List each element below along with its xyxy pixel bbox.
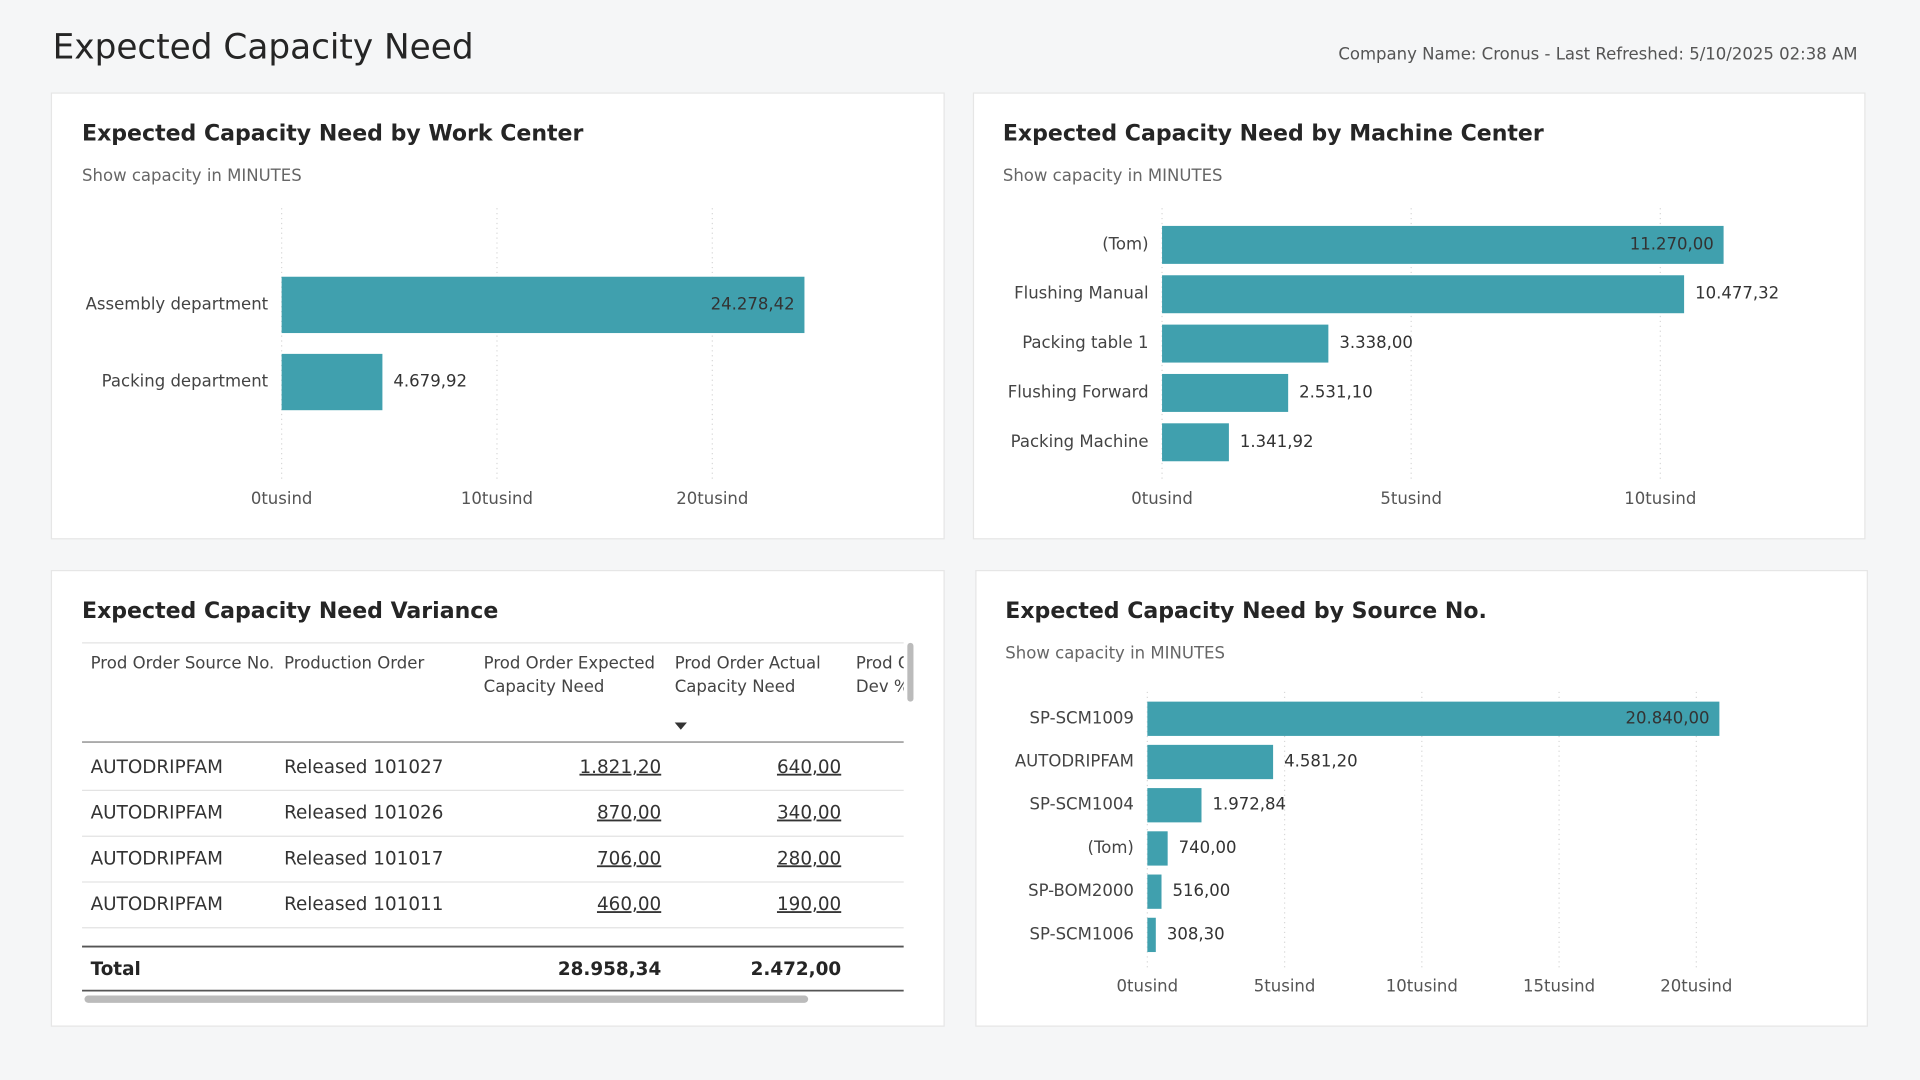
column-header: Production Order: [284, 653, 425, 674]
cell: Released 101017: [284, 848, 443, 869]
cell-link[interactable]: 706,00: [597, 848, 661, 869]
data-label: 10.477,32: [1695, 284, 1779, 303]
column-header-text[interactable]: Prod Order Actual Capacity Need: [674, 653, 821, 697]
page-info: Company Name: Cronus - Last Refreshed: 5…: [1338, 45, 1857, 64]
bar: [1147, 917, 1156, 953]
x-tick-label: 10tusind: [1624, 489, 1696, 508]
cell-link[interactable]: 870,00: [597, 803, 661, 824]
x-tick-label: 5tusind: [1254, 976, 1316, 995]
chart-subtitle: Show capacity in MINUTES: [1003, 166, 1223, 185]
bar: [281, 276, 805, 334]
chart-subtitle: Show capacity in MINUTES: [1005, 643, 1225, 662]
column-header: Prod Order Expected Capacity Need: [483, 653, 656, 697]
data-label: 308,30: [1167, 924, 1225, 943]
data-label: 20.840,00: [1626, 708, 1710, 727]
bar: [1162, 423, 1229, 462]
chart-subtitle: Show capacity in MINUTES: [82, 166, 302, 185]
bar: [1147, 744, 1274, 780]
y-tick-label: (Tom): [1088, 838, 1134, 857]
card: [972, 92, 1866, 540]
cell: AUTODRIPFAM: [91, 894, 223, 915]
cell-link[interactable]: 460,00: [597, 894, 661, 915]
x-tick-label: 0tusind: [251, 489, 313, 508]
bar: [1162, 373, 1289, 412]
bar: [1147, 788, 1202, 823]
y-tick-label: AUTODRIPFAM: [1015, 752, 1134, 771]
x-tick-label: 5tusind: [1380, 489, 1442, 508]
chart-title: Expected Capacity Need by Work Center: [82, 122, 583, 147]
cell: AUTODRIPFAM: [91, 848, 223, 869]
data-label: 1.972,84: [1213, 795, 1287, 814]
column-header: Prod Order Source No.: [90, 653, 275, 674]
column-header-text[interactable]: Prod Order Source No.: [90, 653, 275, 674]
x-tick-label: 0tusind: [1131, 489, 1193, 508]
column-header-text[interactable]: Prod Order Expected Capacity Need: [483, 653, 656, 697]
cell: Released 101027: [284, 757, 443, 778]
y-tick-label: Packing Machine: [1011, 432, 1149, 451]
cell-link[interactable]: 1.821,20: [579, 757, 661, 778]
cell-link[interactable]: 340,00: [777, 803, 841, 824]
column-header: Prod Order Actual Capacity Need: [674, 653, 821, 697]
total-cell: 28.958,34: [558, 959, 661, 980]
table-title: Expected Capacity Need Variance: [82, 599, 498, 624]
data-label: 4.679,92: [393, 372, 467, 391]
x-tick-label: 20tusind: [1660, 976, 1732, 995]
data-label: 2.531,10: [1299, 382, 1373, 401]
y-tick-label: Flushing Manual: [1014, 284, 1148, 303]
cell: AUTODRIPFAM: [91, 803, 223, 824]
bar: [1162, 324, 1329, 363]
total-cell: Total: [91, 959, 141, 980]
column-header: Prod Order Capacity Dev %: [855, 653, 904, 697]
card: [50, 570, 945, 1027]
card: [975, 570, 1868, 1027]
y-tick-label: SP-SCM1004: [1030, 795, 1134, 814]
data-label: 740,00: [1179, 838, 1237, 857]
bar: [1162, 225, 1724, 264]
scrollbar-vertical[interactable]: [907, 642, 914, 702]
bar: [1147, 874, 1162, 909]
y-tick-label: Assembly department: [86, 294, 269, 313]
chart-title: Expected Capacity Need by Source No.: [1005, 599, 1487, 624]
sort-indicator: [674, 722, 687, 730]
cell: AUTODRIPFAM: [91, 757, 223, 778]
y-tick-label: SP-SCM1006: [1030, 924, 1134, 943]
scrollbar-horizontal[interactable]: [84, 995, 809, 1003]
y-tick-label: Packing department: [102, 372, 269, 391]
bar: [1147, 831, 1168, 866]
page-title: Expected Capacity Need: [53, 27, 474, 67]
x-tick-label: 0tusind: [1117, 976, 1179, 995]
cell: Released 101026: [284, 803, 443, 824]
bar: [1162, 275, 1685, 314]
data-label: 24.278,42: [711, 294, 795, 313]
y-tick-label: Flushing Forward: [1008, 382, 1149, 401]
data-label: 11.270,00: [1630, 234, 1714, 253]
cell: Released 101011: [284, 894, 443, 915]
data-label: 3.338,00: [1339, 333, 1413, 352]
x-tick-label: 10tusind: [461, 489, 533, 508]
data-label: 1.341,92: [1240, 432, 1314, 451]
cell-link[interactable]: 190,00: [777, 894, 841, 915]
cell-link[interactable]: 640,00: [777, 757, 841, 778]
bar: [1147, 701, 1720, 736]
x-tick-label: 10tusind: [1386, 976, 1458, 995]
cell-link[interactable]: 280,00: [777, 848, 841, 869]
column-header-text[interactable]: Prod Order Capacity Dev %: [855, 653, 904, 697]
column-header-text[interactable]: Production Order: [284, 653, 425, 674]
data-label: 516,00: [1173, 881, 1231, 900]
chart-title: Expected Capacity Need by Machine Center: [1003, 122, 1544, 147]
y-tick-label: SP-BOM2000: [1028, 881, 1134, 900]
y-tick-label: (Tom): [1102, 234, 1148, 253]
y-tick-label: Packing table 1: [1022, 333, 1148, 352]
bar: [281, 353, 383, 411]
x-tick-label: 15tusind: [1523, 976, 1595, 995]
total-cell: 2.472,00: [751, 959, 842, 980]
data-label: 4.581,20: [1284, 752, 1358, 771]
x-tick-label: 20tusind: [676, 489, 748, 508]
y-tick-label: SP-SCM1009: [1030, 708, 1134, 727]
